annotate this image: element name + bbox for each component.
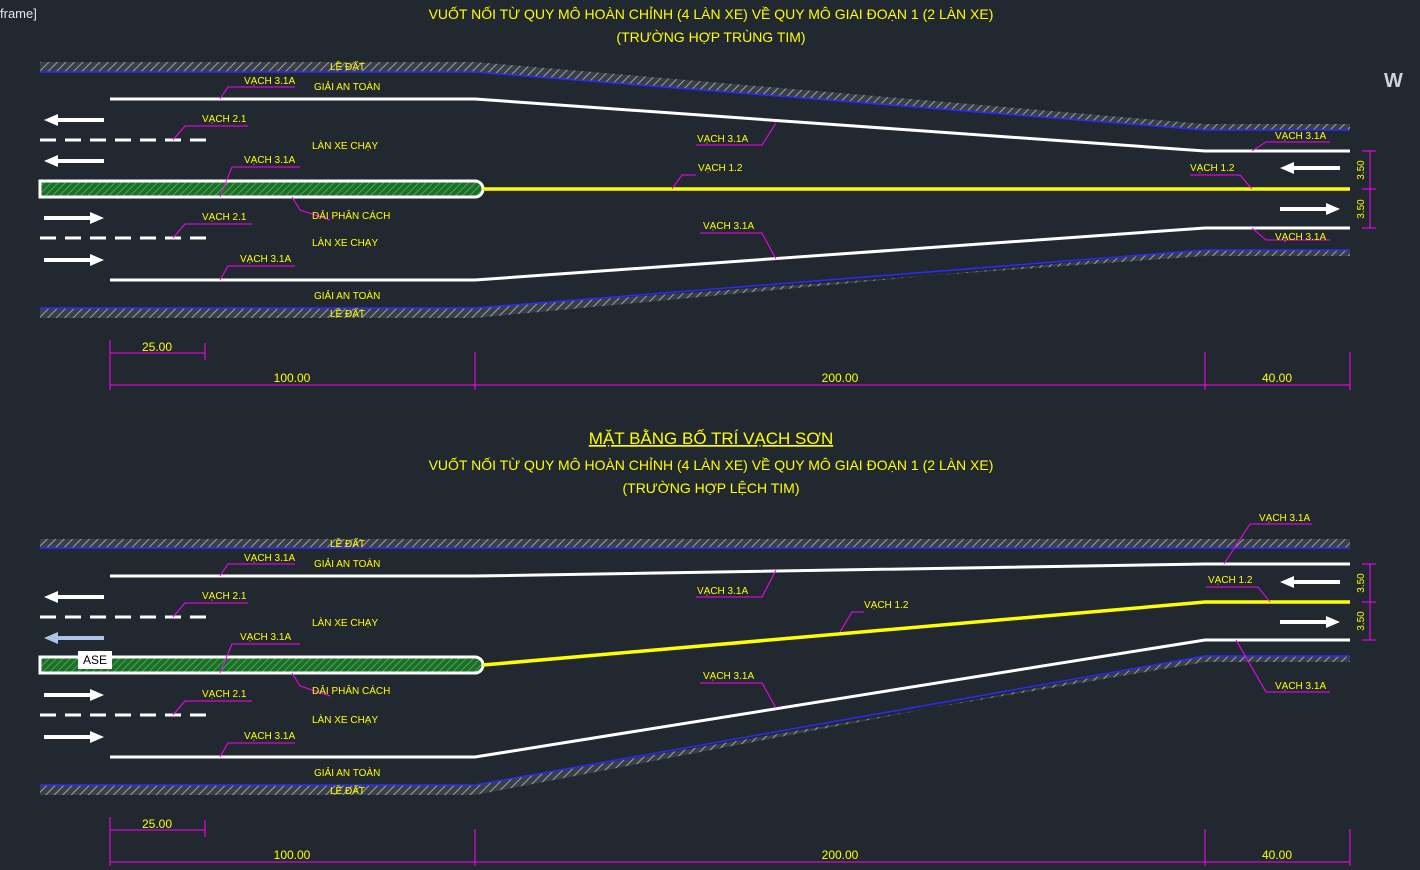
label-le-dat: LỀ ĐẤT: [330, 784, 365, 797]
edge-line-bottom: [110, 226, 1350, 282]
label-vach-1-2: VẠCH 1.2: [1208, 575, 1253, 586]
label-vach-3-1a: VẠCH 3.1A: [697, 134, 748, 145]
viewcube-compass-icon[interactable]: W: [1384, 70, 1403, 92]
length-dimensions: [109, 340, 1351, 390]
label-vach-3-1a: VẠCH 3.1A: [240, 632, 291, 643]
dim-lane-width: 3.50: [1356, 199, 1367, 219]
dim-40: 40.00: [1262, 848, 1292, 862]
label-vach-3-1a: VẠCH 3.1A: [244, 553, 295, 564]
earth-shoulder-bottom-edge: [40, 249, 1350, 309]
dim-25: 25.00: [142, 817, 172, 831]
label-vach-3-1a: VẠCH 3.1A: [244, 155, 295, 166]
label-vach-3-1a: VẠCH 3.1A: [703, 221, 754, 232]
label-vach-3-1a: VẠCH 3.1A: [697, 586, 748, 597]
drawing-2-subtitle: (TRƯỜNG HỢP LỆCH TIM): [622, 480, 799, 496]
edge-line-top: [110, 97, 1350, 153]
label-lan-xe-chay: LÀN XE CHẠY: [312, 236, 378, 249]
label-lan-xe-chay: LÀN XE CHẠY: [312, 616, 378, 629]
drawing-1-subtitle: (TRƯỜNG HỢP TRÙNG TIM): [616, 29, 805, 45]
label-giai-an-toan: GIẢI AN TOÀN: [314, 766, 380, 779]
drawing-2: MẶT BẰNG BỐ TRÍ VẠCH SƠN VUỐT NỐI TỪ QUY…: [38, 428, 1376, 866]
center-line-yellow: [482, 600, 1350, 667]
label-vach-2-1: VẠCH 2.1: [202, 114, 247, 125]
label-vach-3-1a: VẠCH 3.1A: [244, 76, 295, 87]
label-dai-phan-cach: DẢI PHÂN CÁCH: [312, 684, 390, 697]
arrow-right-icon: [44, 254, 104, 266]
label-vach-1-2: VẠCH 1.2: [1190, 163, 1235, 174]
dim-200: 200.00: [822, 848, 859, 862]
drawing-2-title: VUỐT NỐI TỪ QUY MÔ HOÀN CHỈNH (4 LÀN XE)…: [429, 456, 994, 473]
arrow-left-icon[interactable]: [44, 632, 104, 644]
frame-label: frame]: [0, 6, 37, 21]
label-dai-phan-cach: DẢI PHÂN CÁCH: [312, 209, 390, 222]
label-giai-an-toan: GIẢI AN TOÀN: [314, 557, 380, 570]
dim-lane-width: 3.50: [1356, 611, 1367, 631]
label-le-dat: LỀ ĐẤT: [330, 307, 365, 320]
arrow-right-icon: [44, 689, 104, 701]
earth-shoulder-bottom-edge: [40, 655, 1350, 786]
earth-shoulder-top: [40, 62, 1350, 130]
length-dimensions: [109, 817, 1351, 866]
label-vach-1-2: VẠCH 1.2: [698, 163, 743, 174]
label-giai-an-toan: GIẢI AN TOÀN: [314, 289, 380, 302]
label-vach-2-1: VẠCH 2.1: [202, 212, 247, 223]
arrow-left-icon: [44, 591, 104, 603]
earth-shoulder-top-edge: [40, 71, 1350, 131]
direction-arrows: [44, 576, 1340, 743]
median-island: [38, 655, 485, 675]
drawing-2-main-title: MẶT BẰNG BỐ TRÍ VẠCH SƠN: [589, 428, 833, 448]
dim-100: 100.00: [274, 848, 311, 862]
arrow-right-icon: [1280, 203, 1340, 215]
dim-25: 25.00: [142, 340, 172, 354]
label-vach-2-1: VẠCH 2.1: [202, 689, 247, 700]
label-vach-2-1: VẠCH 2.1: [202, 591, 247, 602]
label-le-dat: LỀ ĐẤT: [330, 60, 365, 73]
label-giai-an-toan: GIẢI AN TOÀN: [314, 80, 380, 93]
label-lan-xe-chay: LÀN XE CHẠY: [312, 139, 378, 152]
ase-tooltip-tag[interactable]: ASE: [78, 651, 112, 669]
dim-100: 100.00: [274, 371, 311, 385]
arrow-right-icon: [1280, 616, 1340, 628]
direction-arrows: [44, 114, 1340, 266]
earth-shoulder-bottom: [40, 656, 1350, 795]
edge-line-top: [110, 562, 1350, 578]
label-vach-3-1a: VẠCH 3.1A: [703, 671, 754, 682]
label-vach-3-1a: VẠCH 3.1A: [1259, 513, 1310, 524]
dim-lane-width: 3.50: [1356, 573, 1367, 593]
label-vach-3-1a: VẠCH 3.1A: [244, 731, 295, 742]
arrow-right-icon: [44, 731, 104, 743]
label-vach-3-1a: VẠCH 3.1A: [1275, 131, 1326, 142]
label-le-dat: LỀ ĐẤT: [330, 537, 365, 550]
dim-lane-width: 3.50: [1356, 160, 1367, 180]
label-vach-3-1a: VẠCH 3.1A: [1275, 681, 1326, 692]
arrow-left-icon: [1280, 576, 1340, 588]
label-vach-3-1a: VẠCH 3.1A: [1275, 232, 1326, 243]
arrow-left-icon: [1280, 162, 1340, 174]
edge-line-bottom: [110, 638, 1350, 759]
arrow-left-icon: [44, 114, 104, 126]
drawing-1: VUỐT NỐI TỪ QUY MÔ HOÀN CHỈNH (4 LÀN XE)…: [38, 5, 1376, 390]
label-vach-1-2: VẠCH 1.2: [864, 600, 909, 611]
arrow-right-icon: [44, 212, 104, 224]
lane-width-dimension: [1362, 150, 1376, 229]
dim-40: 40.00: [1262, 371, 1292, 385]
earth-shoulder-top: [40, 539, 1350, 548]
leader-lines: [172, 86, 1330, 281]
leader-lines: [172, 523, 1330, 758]
label-lan-xe-chay: LÀN XE CHẠY: [312, 713, 378, 726]
lane-width-dimension: [1362, 563, 1376, 641]
arrow-left-icon: [44, 155, 104, 167]
median-island: [38, 179, 485, 199]
label-vach-3-1a: VẠCH 3.1A: [240, 254, 291, 265]
drawing-1-title: VUỐT NỐI TỪ QUY MÔ HOÀN CHỈNH (4 LÀN XE)…: [429, 5, 994, 22]
earth-shoulder-bottom: [40, 250, 1350, 318]
dim-200: 200.00: [822, 371, 859, 385]
